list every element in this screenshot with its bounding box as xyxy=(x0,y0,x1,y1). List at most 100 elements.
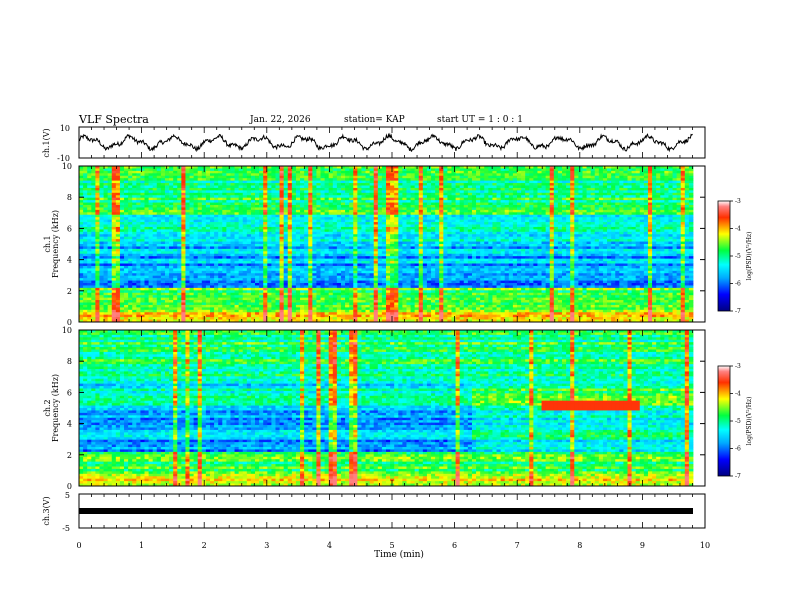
spectrogram-cell xyxy=(688,205,694,208)
spectrogram-cell xyxy=(267,207,272,211)
spectrogram-cell xyxy=(435,166,440,169)
spectrogram-cell xyxy=(480,219,485,223)
spectrogram-cell xyxy=(119,180,125,184)
spectrogram-cell xyxy=(439,192,444,196)
spectrogram-cell xyxy=(480,197,485,201)
spectrogram-cell xyxy=(570,219,575,223)
spectrogram-cell xyxy=(185,205,190,208)
spectrogram-cell xyxy=(295,212,301,216)
spectrogram-cell xyxy=(345,192,350,196)
spectrogram-cell xyxy=(259,224,264,228)
spectrogram-cell xyxy=(136,183,141,186)
spectrogram-cell xyxy=(463,236,469,240)
spectrogram-cell xyxy=(185,200,190,203)
spectrogram-cell xyxy=(345,236,350,240)
spectrogram-cell xyxy=(99,231,104,235)
spectrogram-cell xyxy=(541,197,547,201)
spectrogram-cell xyxy=(529,241,534,245)
spectrogram-cell xyxy=(447,234,452,238)
spectrogram-cell xyxy=(586,222,592,225)
spectrogram-cell xyxy=(451,222,456,225)
spectrogram-cell xyxy=(332,226,338,230)
spectrogram-cell xyxy=(361,229,366,233)
spectrogram-cell xyxy=(267,217,272,221)
spectrogram-cell xyxy=(193,219,199,223)
spectrogram-cell xyxy=(390,192,395,196)
spectrogram-cell xyxy=(349,212,354,216)
spectrogram-cell xyxy=(222,170,227,174)
spectrogram-cell xyxy=(115,229,121,233)
spectrogram-cell xyxy=(426,241,432,245)
spectrogram-cell xyxy=(394,236,399,240)
spectrogram-cell xyxy=(214,222,219,225)
spectrogram-cell xyxy=(431,241,436,245)
spectrogram-cell xyxy=(205,187,211,191)
spectrogram-cell xyxy=(582,183,587,186)
spectrogram-cell xyxy=(222,214,227,218)
spectrogram-cell xyxy=(680,236,686,240)
spectrogram-cell xyxy=(598,205,604,208)
spectrogram-cell xyxy=(345,197,350,201)
spectrogram-cell xyxy=(246,207,252,211)
spectrogram-cell xyxy=(443,197,448,201)
spectrogram-cell xyxy=(480,170,485,174)
spectrogram-cell xyxy=(619,239,624,242)
spectrogram-cell xyxy=(390,173,395,177)
spectrogram-cell xyxy=(91,183,96,186)
spectrogram-cell xyxy=(541,185,547,189)
spectrogram-cell xyxy=(205,197,211,201)
spectrogram-cell xyxy=(480,200,485,203)
spectrogram-cell xyxy=(533,239,538,242)
spectrogram-cell xyxy=(160,202,166,206)
spectrogram-cell xyxy=(144,205,149,208)
spectrogram-cell xyxy=(365,207,371,211)
spectrogram-cell xyxy=(91,168,96,172)
spectrogram-cell xyxy=(340,187,346,191)
spectrogram-cell xyxy=(459,214,465,218)
spectrogram-cell xyxy=(504,209,510,213)
spectrogram-cell xyxy=(611,192,616,196)
spectrogram-cell xyxy=(512,178,518,182)
spectrogram-cell xyxy=(103,244,109,247)
spectrogram-cell xyxy=(562,234,567,238)
spectrogram-cell xyxy=(619,222,624,225)
spectrogram-cell xyxy=(426,219,432,223)
spectrogram-cell xyxy=(275,166,280,169)
spectrogram-cell xyxy=(590,187,596,191)
spectrogram-cell xyxy=(615,241,620,245)
spectrogram-cell xyxy=(422,168,428,172)
spectrogram-cell xyxy=(447,200,452,203)
spectrogram-cell xyxy=(578,214,583,218)
spectrogram-cell xyxy=(197,236,203,240)
spectrogram-cell xyxy=(619,231,624,235)
spectrogram-cell xyxy=(87,168,92,172)
spectrogram-cell xyxy=(586,231,592,235)
spectrogram-cell xyxy=(533,190,538,194)
spectrogram-cell xyxy=(504,229,510,233)
spectrogram-cell xyxy=(635,183,641,186)
spectrogram-cell xyxy=(377,244,383,247)
spectrogram-cell xyxy=(345,219,350,223)
spectrogram-cell xyxy=(443,241,448,245)
spectrogram-cell xyxy=(132,241,137,245)
spectrogram-cell xyxy=(414,190,420,194)
spectrogram-cell xyxy=(451,224,456,228)
spectrogram-cell xyxy=(316,192,321,196)
spectrogram-cell xyxy=(79,209,84,213)
spectrogram-cell xyxy=(242,231,248,235)
spectrogram-cell xyxy=(136,239,141,242)
spectrogram-cell xyxy=(533,234,538,238)
spectrogram-cell xyxy=(516,209,522,213)
spectrogram-cell xyxy=(615,214,620,218)
spectrogram-cell xyxy=(521,166,526,169)
spectrogram-cell xyxy=(115,168,121,172)
spectrogram-cell xyxy=(549,187,555,191)
spectrogram-cell xyxy=(562,207,567,211)
spectrogram-cell xyxy=(193,207,199,211)
spectrogram-cell xyxy=(353,226,358,230)
spectrogram-cell xyxy=(336,226,342,230)
spectrogram-cell xyxy=(295,190,301,194)
spectrogram-cell xyxy=(345,168,350,172)
spectrogram-cell xyxy=(471,187,477,191)
spectrogram-cell xyxy=(684,190,690,194)
